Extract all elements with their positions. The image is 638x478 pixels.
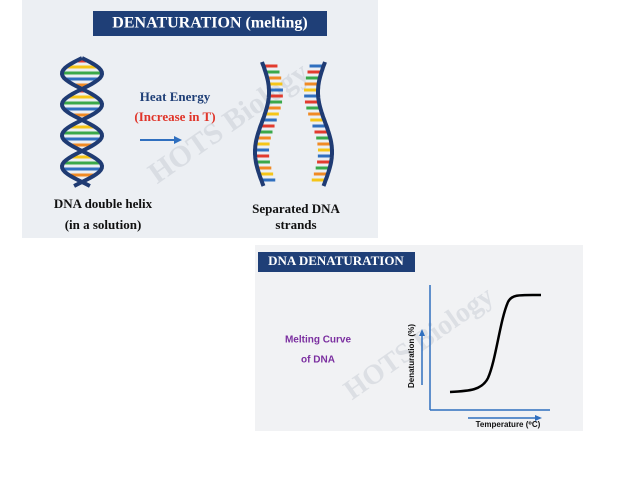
backbone [316,61,334,187]
caption: strands [275,217,316,232]
bottom-panel [255,245,583,431]
y-arrow-head [419,329,425,336]
title-box [93,11,327,36]
x-axis-label: Temperature (⁰C) [476,420,541,429]
process-condition: (Increase in T) [134,109,215,124]
y-axis-label: Denaturation (%) [407,324,416,388]
title-box [258,252,415,272]
backbone [59,56,105,188]
x-arrow-head [535,415,542,421]
double-helix [59,56,105,188]
arrow-head [174,136,182,144]
caption: Separated DNA [252,201,340,216]
backbone [253,61,271,187]
caption: (in a solution) [65,217,142,232]
backbone [59,56,105,188]
panel-title: DNA DENATURATION [268,253,404,268]
caption: DNA double helix [54,196,153,211]
curve-label: of DNA [301,355,335,366]
melting-curve [449,293,542,394]
separated-strands [253,61,334,187]
curve-label: Melting Curve [285,335,352,346]
process-label: Heat Energy [140,89,211,104]
panel-title: DENATURATION (melting) [112,15,307,32]
